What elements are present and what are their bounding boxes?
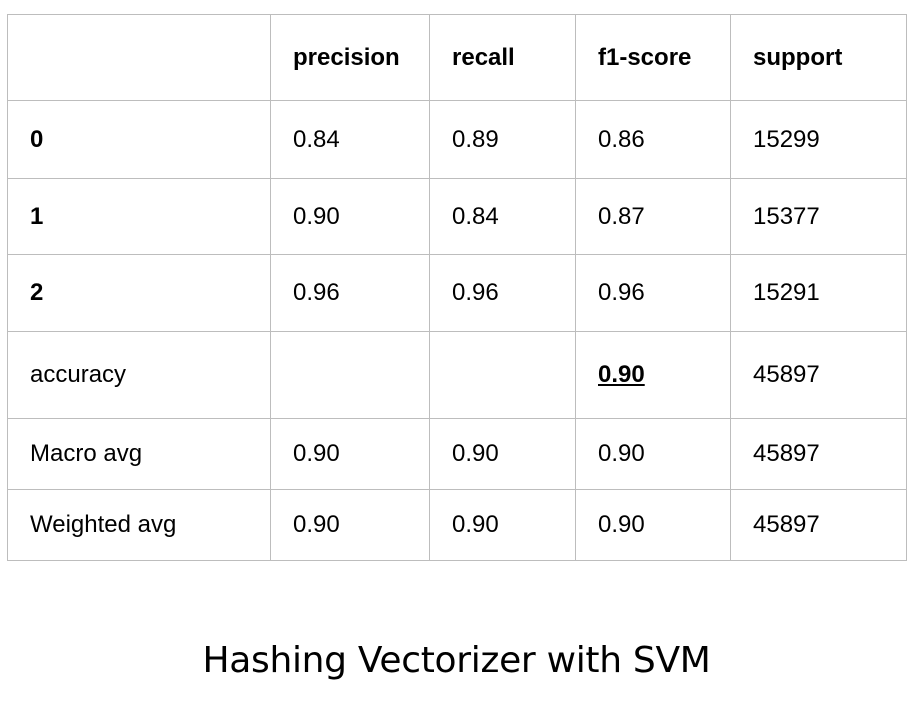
table-row: 0 0.84 0.89 0.86 15299 <box>7 100 907 179</box>
support-cell: 15291 <box>730 254 907 332</box>
recall-cell: 0.84 <box>429 178 576 255</box>
f1-score-cell: 0.86 <box>575 100 731 179</box>
row-label: Macro avg <box>7 418 271 490</box>
recall-cell: 0.90 <box>429 418 576 490</box>
header-cell-support: support <box>730 14 907 101</box>
precision-cell <box>270 331 430 419</box>
table-row: 1 0.90 0.84 0.87 15377 <box>7 178 907 255</box>
support-cell: 45897 <box>730 418 907 490</box>
table-row: Macro avg 0.90 0.90 0.90 45897 <box>7 418 907 490</box>
support-cell: 15377 <box>730 178 907 255</box>
row-label: 0 <box>7 100 271 179</box>
f1-score-cell: 0.90 <box>575 418 731 490</box>
precision-cell: 0.84 <box>270 100 430 179</box>
support-cell: 15299 <box>730 100 907 179</box>
recall-cell: 0.90 <box>429 489 576 561</box>
row-label: accuracy <box>7 331 271 419</box>
f1-score-cell: 0.96 <box>575 254 731 332</box>
f1-score-cell: 0.90 <box>575 331 731 419</box>
header-cell-empty <box>7 14 271 101</box>
recall-cell <box>429 331 576 419</box>
f1-score-cell: 0.87 <box>575 178 731 255</box>
row-label: 1 <box>7 178 271 255</box>
table-row: accuracy 0.90 45897 <box>7 331 907 419</box>
accuracy-value: 0.90 <box>598 361 645 388</box>
recall-cell: 0.89 <box>429 100 576 179</box>
table-row: Weighted avg 0.90 0.90 0.90 45897 <box>7 489 907 561</box>
precision-cell: 0.90 <box>270 489 430 561</box>
row-label: 2 <box>7 254 271 332</box>
classification-report-table: precision recall f1-score support 0 0.84… <box>7 14 907 561</box>
table-header-row: precision recall f1-score support <box>7 14 907 101</box>
support-cell: 45897 <box>730 489 907 561</box>
precision-cell: 0.90 <box>270 418 430 490</box>
precision-cell: 0.90 <box>270 178 430 255</box>
table-row: 2 0.96 0.96 0.96 15291 <box>7 254 907 332</box>
header-cell-f1-score: f1-score <box>575 14 731 101</box>
row-label: Weighted avg <box>7 489 271 561</box>
precision-cell: 0.96 <box>270 254 430 332</box>
f1-score-cell: 0.90 <box>575 489 731 561</box>
recall-cell: 0.96 <box>429 254 576 332</box>
header-cell-precision: precision <box>270 14 430 101</box>
support-cell: 45897 <box>730 331 907 419</box>
header-cell-recall: recall <box>429 14 576 101</box>
table-caption: Hashing Vectorizer with SVM <box>202 640 711 681</box>
